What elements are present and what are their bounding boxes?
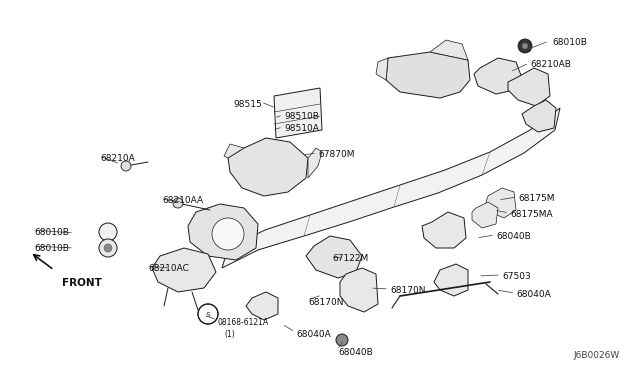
Polygon shape	[486, 188, 516, 218]
Text: 68210A: 68210A	[100, 154, 135, 163]
Text: 68210AA: 68210AA	[162, 196, 203, 205]
Text: (1): (1)	[224, 330, 235, 339]
Text: 98515: 98515	[233, 100, 262, 109]
Text: 68210AB: 68210AB	[530, 60, 571, 69]
Polygon shape	[246, 292, 278, 320]
Polygon shape	[222, 108, 560, 268]
Polygon shape	[228, 138, 308, 196]
Text: 68170N: 68170N	[308, 298, 344, 307]
Text: J6B0026W: J6B0026W	[573, 351, 620, 360]
Text: 68040B: 68040B	[338, 348, 372, 357]
Text: 68175M: 68175M	[518, 194, 554, 203]
Polygon shape	[306, 236, 362, 278]
Text: 68010B: 68010B	[34, 244, 69, 253]
Circle shape	[99, 223, 117, 241]
Text: 68175MA: 68175MA	[510, 210, 552, 219]
Polygon shape	[430, 40, 468, 60]
Circle shape	[212, 218, 244, 250]
Polygon shape	[152, 248, 216, 292]
Text: 67503: 67503	[502, 272, 531, 281]
Text: FRONT: FRONT	[62, 278, 102, 288]
Polygon shape	[274, 88, 322, 138]
Text: 98510A: 98510A	[284, 124, 319, 133]
Text: 68040A: 68040A	[296, 330, 331, 339]
Polygon shape	[422, 212, 466, 248]
Text: 68170N: 68170N	[390, 286, 426, 295]
Text: 68210AC: 68210AC	[148, 264, 189, 273]
Circle shape	[518, 39, 532, 53]
Circle shape	[198, 304, 218, 324]
Text: 67870M: 67870M	[318, 150, 355, 159]
Circle shape	[336, 334, 348, 346]
Polygon shape	[376, 58, 388, 80]
Circle shape	[121, 161, 131, 171]
Text: 68040B: 68040B	[496, 232, 531, 241]
Polygon shape	[522, 100, 556, 132]
Polygon shape	[508, 68, 550, 106]
Polygon shape	[340, 268, 378, 312]
Text: 68040A: 68040A	[516, 290, 551, 299]
Polygon shape	[434, 264, 468, 296]
Circle shape	[173, 198, 183, 208]
Text: 67122M: 67122M	[332, 254, 368, 263]
Circle shape	[104, 244, 112, 252]
Text: S: S	[205, 312, 211, 318]
Polygon shape	[224, 144, 244, 158]
Polygon shape	[308, 148, 322, 178]
Polygon shape	[386, 52, 470, 98]
Polygon shape	[474, 58, 522, 94]
Circle shape	[99, 239, 117, 257]
Circle shape	[522, 43, 528, 49]
Text: 68010B: 68010B	[34, 228, 69, 237]
Text: 08168-6121A: 08168-6121A	[218, 318, 269, 327]
Polygon shape	[188, 204, 258, 260]
Text: 68010B: 68010B	[552, 38, 587, 47]
Polygon shape	[472, 202, 498, 228]
Text: 98510B: 98510B	[284, 112, 319, 121]
